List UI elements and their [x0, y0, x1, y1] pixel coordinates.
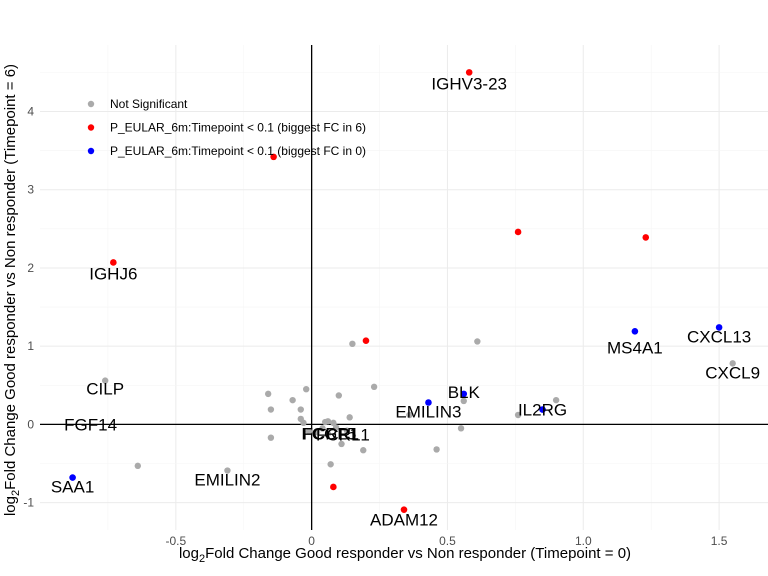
x-tick-label: 0.5 [439, 534, 456, 548]
ns-point [327, 461, 334, 468]
ns-point [460, 397, 467, 405]
sig-point-fc0 [539, 406, 546, 413]
sig-point-fc0 [715, 324, 723, 331]
ns-point [101, 377, 109, 384]
ns-point [324, 418, 332, 425]
ns-point [370, 383, 378, 391]
ns-point [319, 425, 326, 432]
sig-point-fc6 [514, 228, 522, 236]
gene-label: CXCL13 [687, 327, 751, 346]
y-axis-title: log2Fold Change Good responder vs Non re… [2, 64, 22, 516]
legend-label: P_EULAR_6m:Timepoint < 0.1 (biggest FC i… [110, 144, 366, 158]
x-axis-title: log2Fold Change Good responder vs Non re… [179, 545, 631, 565]
y-tick-label: -1 [23, 496, 34, 510]
sig-point-fc6 [642, 234, 650, 241]
sig-point-fc0 [425, 399, 432, 406]
data-points [69, 69, 736, 513]
sig-point-fc0 [631, 328, 639, 335]
y-tick-label: 4 [27, 104, 34, 118]
ns-point [406, 411, 413, 419]
ns-point [313, 429, 321, 436]
gene-label: FCRL5 [303, 425, 357, 444]
ns-point [303, 385, 310, 393]
gene-label: FGF14 [64, 415, 117, 434]
x-tick-label: -0.5 [165, 534, 186, 548]
ns-point [134, 462, 141, 470]
gene-label: IL2RG [518, 401, 567, 420]
legend-key [87, 100, 95, 108]
ns-point [264, 390, 272, 398]
ns-point [346, 414, 353, 421]
ns-point [332, 424, 340, 431]
sig-point-fc6 [330, 483, 337, 491]
gene-label: BLK [448, 383, 481, 402]
gene-label: IGHV3-23 [431, 74, 507, 93]
gene-label: IGHJ6 [89, 264, 137, 283]
y-tick-label: 2 [27, 261, 34, 275]
ns-point [360, 447, 367, 454]
gene-label: SAA1 [51, 478, 94, 497]
legend-key [87, 147, 95, 155]
ns-point [297, 406, 304, 413]
sig-point-fc6 [400, 506, 408, 513]
gene-label: CILP [86, 380, 124, 399]
gene-label: EMILIN3 [395, 402, 461, 421]
ns-point [433, 446, 440, 453]
y-tick-label: 3 [27, 183, 34, 197]
ns-point [305, 428, 313, 435]
gene-label: CXCL9 [705, 363, 760, 382]
ns-point [267, 434, 275, 441]
ns-point [349, 340, 356, 348]
legend-label: Not Significant [110, 97, 188, 111]
sig-point-fc6 [110, 259, 117, 266]
x-tick-label: 0 [308, 534, 315, 548]
grid [40, 45, 768, 530]
gene-label: MS4A1 [607, 338, 663, 357]
y-tick-label: 0 [27, 417, 34, 431]
ns-point [335, 392, 343, 399]
zero-lines [40, 45, 768, 530]
legend: Not Significant P_EULAR_6m:Timepoint < 0.… [87, 97, 366, 158]
legend-label: P_EULAR_6m:Timepoint < 0.1 (biggest FC i… [110, 121, 366, 135]
ns-point [457, 425, 465, 432]
tick-labels: -0.5 0 0.5 1.0 1.5 -1 0 1 2 3 4 [23, 104, 727, 548]
sig-point-fc0 [69, 474, 76, 481]
x-tick-label: 1.0 [575, 534, 592, 548]
ns-point [474, 338, 481, 345]
ns-point [729, 360, 736, 367]
sig-point-fc0 [460, 390, 468, 398]
ns-point [267, 406, 275, 413]
ns-point [330, 419, 337, 427]
y-tick-label: 1 [27, 339, 34, 353]
gene-label: FCRL1 [316, 426, 370, 445]
x-tick-label: 1.5 [711, 534, 728, 548]
ns-point [224, 467, 231, 474]
ns-point [343, 427, 351, 434]
ns-point [324, 430, 332, 437]
ns-point [300, 419, 307, 427]
gene-label: ADAM12 [370, 511, 438, 530]
ns-point [552, 396, 560, 404]
ns-point [289, 396, 296, 404]
sig-point-fc6 [362, 337, 370, 344]
gene-label: EMILIN2 [194, 471, 260, 490]
ns-point [338, 440, 345, 448]
point-labels: IGHV3-23 IGHJ6 MS4A1 CXCL13 CXCL9 CILP FGF14 BL… [51, 74, 760, 529]
sig-point-fc6 [270, 153, 277, 161]
gene-label: FCGR1 [301, 425, 359, 444]
ns-point [514, 411, 522, 419]
legend-key [87, 124, 95, 131]
sig-point-fc6 [465, 69, 473, 76]
